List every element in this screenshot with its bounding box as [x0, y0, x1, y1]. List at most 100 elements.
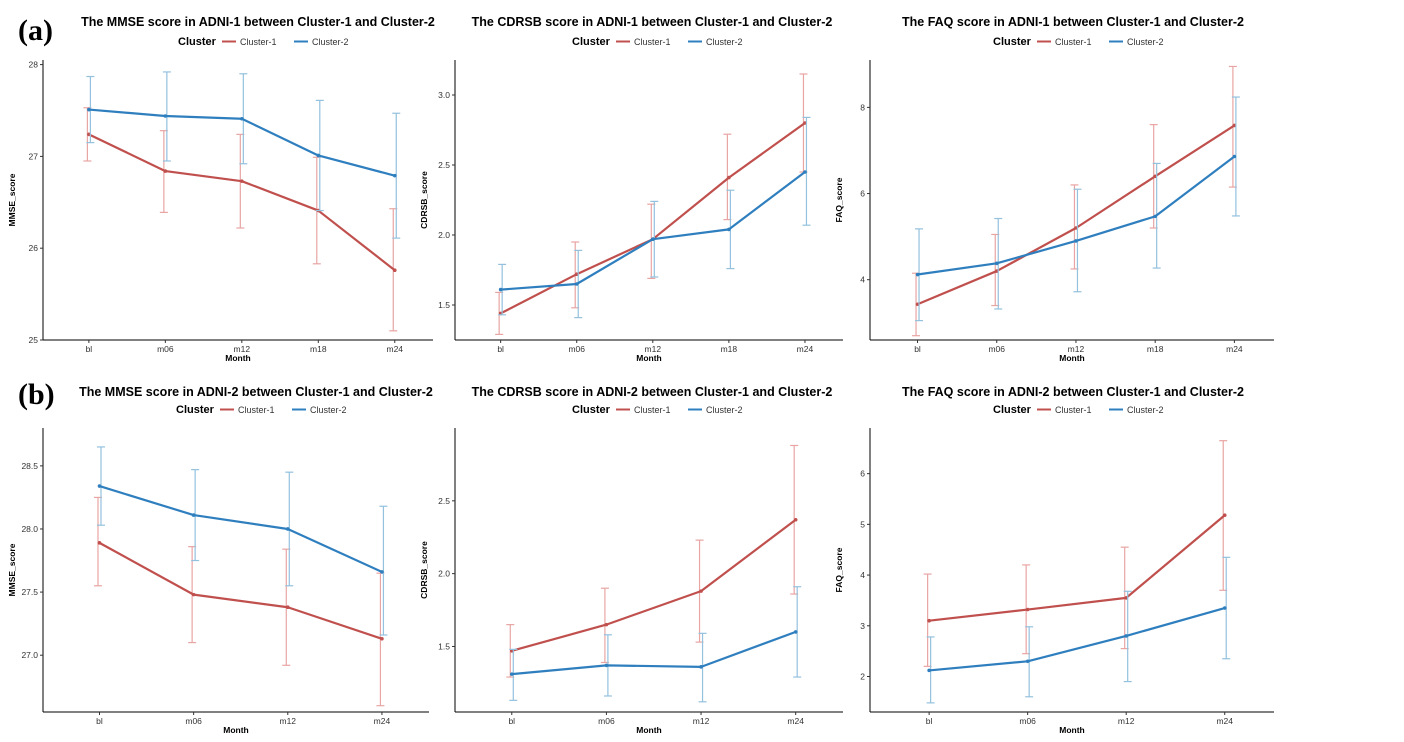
series-line: [511, 518, 797, 652]
data-point: [285, 527, 290, 531]
x-tick-label: m06: [157, 344, 174, 354]
x-axis-label: Month: [1059, 725, 1085, 735]
legend-label-1: Cluster-1: [238, 405, 275, 415]
y-tick-label: 27.5: [21, 587, 38, 597]
legend-label-2: Cluster-2: [312, 37, 349, 47]
legend-label-1: Cluster-1: [240, 37, 277, 47]
x-tick-label: bl: [926, 716, 933, 726]
x-tick-label: m06: [988, 344, 1005, 354]
y-axis-label: FAQ_score: [834, 177, 844, 222]
x-axis-label: Month: [225, 353, 251, 363]
series-cluster-2: [926, 556, 1231, 704]
legend-label-1: Cluster-1: [1055, 405, 1092, 415]
series-cluster-2: [96, 446, 388, 636]
y-tick-label: 1.5: [438, 300, 450, 310]
legend-label-1: Cluster-1: [634, 405, 671, 415]
chart-title: The FAQ score in ADNI-1 between Cluster-…: [902, 15, 1244, 29]
series-line: [500, 122, 806, 315]
x-tick-label: bl: [508, 716, 515, 726]
data-point: [87, 107, 91, 112]
series-cluster-1: [83, 107, 398, 332]
chart-panel-6: The FAQ score in ADNI-2 between Cluster-…: [834, 385, 1274, 735]
y-tick-label: 1.5: [438, 641, 450, 651]
y-tick-label: 2.0: [438, 230, 450, 240]
legend: Cluster Cluster-1 Cluster-2: [993, 404, 1164, 416]
y-tick-label: 27.0: [21, 650, 38, 660]
x-tick-label: m06: [598, 716, 615, 726]
data-point: [1025, 607, 1030, 612]
legend-label-1: Cluster-1: [634, 37, 671, 47]
legend: Cluster Cluster-1 Cluster-2: [572, 404, 743, 416]
data-point: [1074, 226, 1078, 230]
series-line: [917, 155, 1236, 276]
data-point: [1124, 596, 1128, 600]
chart-title: The CDRSB score in ADNI-2 between Cluste…: [472, 385, 833, 399]
y-tick-label: 25: [29, 335, 39, 345]
series-cluster-1: [923, 440, 1228, 667]
y-tick-label: 2.5: [438, 160, 450, 170]
legend-label-2: Cluster-2: [706, 37, 743, 47]
x-axis-label: Month: [1059, 353, 1085, 363]
x-tick-label: m24: [386, 344, 403, 354]
y-axis-label: MMSE_score: [7, 173, 17, 226]
data-point: [1222, 606, 1227, 610]
data-point: [994, 261, 999, 266]
legend: Cluster Cluster-1 Cluster-2: [178, 36, 349, 48]
y-axis-label: MMSE_score: [7, 543, 17, 596]
x-tick-label: m06: [568, 344, 585, 354]
legend: Cluster Cluster-1 Cluster-2: [572, 36, 743, 48]
y-tick-label: 28.0: [21, 524, 38, 534]
y-tick-label: 3.0: [438, 90, 450, 100]
y-tick-label: 2.0: [438, 569, 450, 579]
series-cluster-1: [506, 444, 799, 678]
y-tick-label: 26: [29, 243, 39, 253]
x-tick-label: m12: [645, 344, 662, 354]
legend-title: Cluster: [993, 404, 1032, 416]
data-point: [727, 227, 731, 232]
x-tick-label: m18: [1147, 344, 1164, 354]
y-tick-label: 8: [860, 102, 865, 112]
data-point: [392, 173, 397, 178]
chart-panel-2: The CDRSB score in ADNI-1 between Cluste…: [419, 15, 843, 363]
series-cluster-2: [915, 96, 1240, 322]
data-point: [1153, 214, 1157, 219]
series-cluster-1: [912, 65, 1237, 337]
legend-label-2: Cluster-2: [1127, 405, 1164, 415]
data-point: [574, 282, 579, 286]
data-point: [509, 672, 514, 676]
y-tick-label: 27: [29, 151, 39, 161]
x-tick-label: bl: [96, 716, 103, 726]
data-point: [803, 121, 807, 125]
y-axis-label: FAQ_score: [834, 547, 844, 592]
y-tick-label: 4: [860, 570, 865, 580]
series-line: [99, 485, 383, 573]
chart-title: The FAQ score in ADNI-2 between Cluster-…: [902, 385, 1244, 399]
data-point: [793, 630, 798, 634]
x-tick-label: bl: [497, 344, 504, 354]
series-cluster-2: [509, 586, 802, 703]
chart-panel-3: The FAQ score in ADNI-1 between Cluster-…: [834, 15, 1274, 363]
data-point: [651, 237, 655, 241]
data-point: [240, 116, 244, 121]
x-tick-label: m24: [787, 716, 804, 726]
data-point: [380, 570, 384, 574]
data-point: [1025, 659, 1030, 664]
data-point: [163, 169, 168, 173]
chart-title: The MMSE score in ADNI-2 between Cluster…: [79, 385, 433, 399]
data-point: [285, 605, 290, 610]
legend-title: Cluster: [572, 36, 611, 48]
legend-label-2: Cluster-2: [1127, 37, 1164, 47]
legend: Cluster Cluster-1 Cluster-2: [176, 404, 347, 416]
data-point: [727, 175, 731, 180]
row-label-b: (b): [18, 378, 55, 411]
chart-panel-4: The MMSE score in ADNI-2 between Cluster…: [7, 385, 433, 735]
series-cluster-2: [498, 116, 811, 319]
y-axis-label: CDRSB_score: [419, 171, 429, 229]
series-line: [98, 541, 383, 640]
chart-panel-5: The CDRSB score in ADNI-2 between Cluste…: [419, 385, 843, 735]
y-tick-label: 6: [860, 189, 865, 199]
legend-title: Cluster: [572, 404, 611, 416]
data-point: [803, 170, 807, 174]
x-tick-label: m12: [234, 344, 251, 354]
data-point: [392, 268, 397, 273]
